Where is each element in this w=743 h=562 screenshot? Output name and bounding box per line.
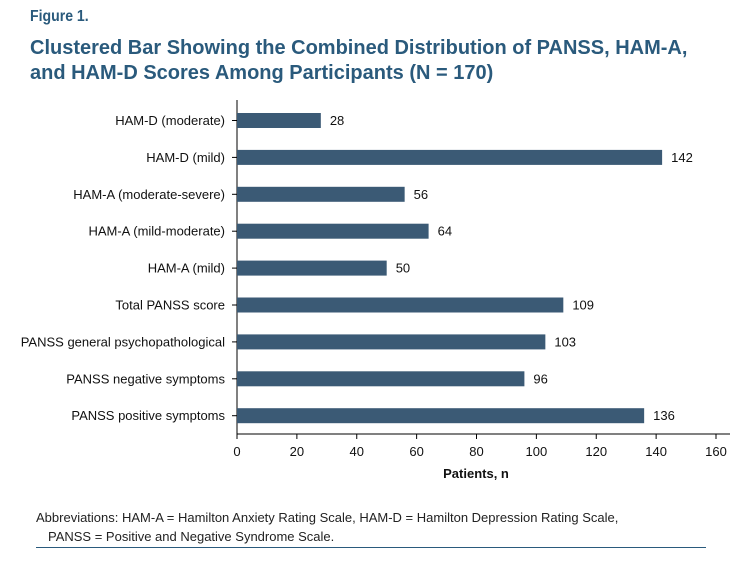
data-label: 28 bbox=[330, 113, 344, 128]
x-tick-label: 160 bbox=[705, 444, 727, 459]
y-tick-label: HAM-A (mild-moderate) bbox=[88, 224, 225, 239]
footnote-line-2: PANSS = Positive and Negative Syndrome S… bbox=[48, 529, 335, 544]
x-tick-label: 80 bbox=[469, 444, 483, 459]
bar bbox=[237, 149, 663, 165]
y-tick-label: HAM-A (mild) bbox=[148, 261, 225, 276]
bar-chart: 0 20 40 60 80 100 120 140 160 HAM-D (moderate) 28… bbox=[21, 100, 730, 481]
x-tick-label: 0 bbox=[233, 444, 240, 459]
x-tick-label: 20 bbox=[290, 444, 304, 459]
bar bbox=[237, 113, 321, 128]
y-tick-label: PANSS general psychopathological bbox=[21, 334, 225, 349]
x-tick-label: 120 bbox=[585, 444, 607, 459]
y-tick-label: PANSS negative symptoms bbox=[66, 371, 225, 386]
chart-title: Clustered Bar Showing the Combined Distr… bbox=[30, 37, 688, 84]
x-tick-label: 100 bbox=[526, 444, 548, 459]
bar bbox=[237, 223, 429, 239]
bar bbox=[237, 186, 405, 202]
data-label: 103 bbox=[554, 334, 576, 349]
footnote: Abbreviations: HAM-A = Hamilton Anxiety … bbox=[36, 508, 716, 546]
y-tick-label: HAM-D (moderate) bbox=[115, 113, 225, 128]
chart-labels: HAM-D (moderate) 28 HAM-D (mild) 142 HAM-A (… bbox=[21, 113, 693, 423]
y-tick-label: PANSS positive symptoms bbox=[71, 408, 225, 423]
footnote-line-1: Abbreviations: HAM-A = Hamilton Anxiety … bbox=[36, 510, 619, 525]
y-tick-label: HAM-D (mild) bbox=[146, 150, 225, 165]
data-label: 64 bbox=[438, 224, 452, 239]
data-label: 56 bbox=[414, 187, 428, 202]
x-tick-label: 40 bbox=[350, 444, 364, 459]
data-label: 50 bbox=[396, 261, 410, 276]
bar bbox=[237, 408, 645, 424]
x-tick-label: 140 bbox=[645, 444, 667, 459]
bar bbox=[237, 260, 387, 276]
data-label: 109 bbox=[572, 298, 594, 313]
y-tick-label: Total PANSS score bbox=[115, 298, 225, 313]
x-tick-label: 60 bbox=[409, 444, 423, 459]
bar bbox=[237, 297, 564, 313]
bar bbox=[237, 334, 546, 350]
bottom-rule bbox=[36, 547, 706, 548]
data-label: 142 bbox=[671, 150, 693, 165]
data-label: 96 bbox=[533, 371, 547, 386]
figure-label: Figure 1. bbox=[30, 8, 89, 25]
bar bbox=[237, 371, 525, 387]
data-label: 136 bbox=[653, 408, 675, 423]
chart-bars bbox=[237, 113, 663, 424]
y-tick-label: HAM-A (moderate-severe) bbox=[73, 187, 225, 202]
x-axis-label: Patients, n bbox=[443, 466, 509, 481]
